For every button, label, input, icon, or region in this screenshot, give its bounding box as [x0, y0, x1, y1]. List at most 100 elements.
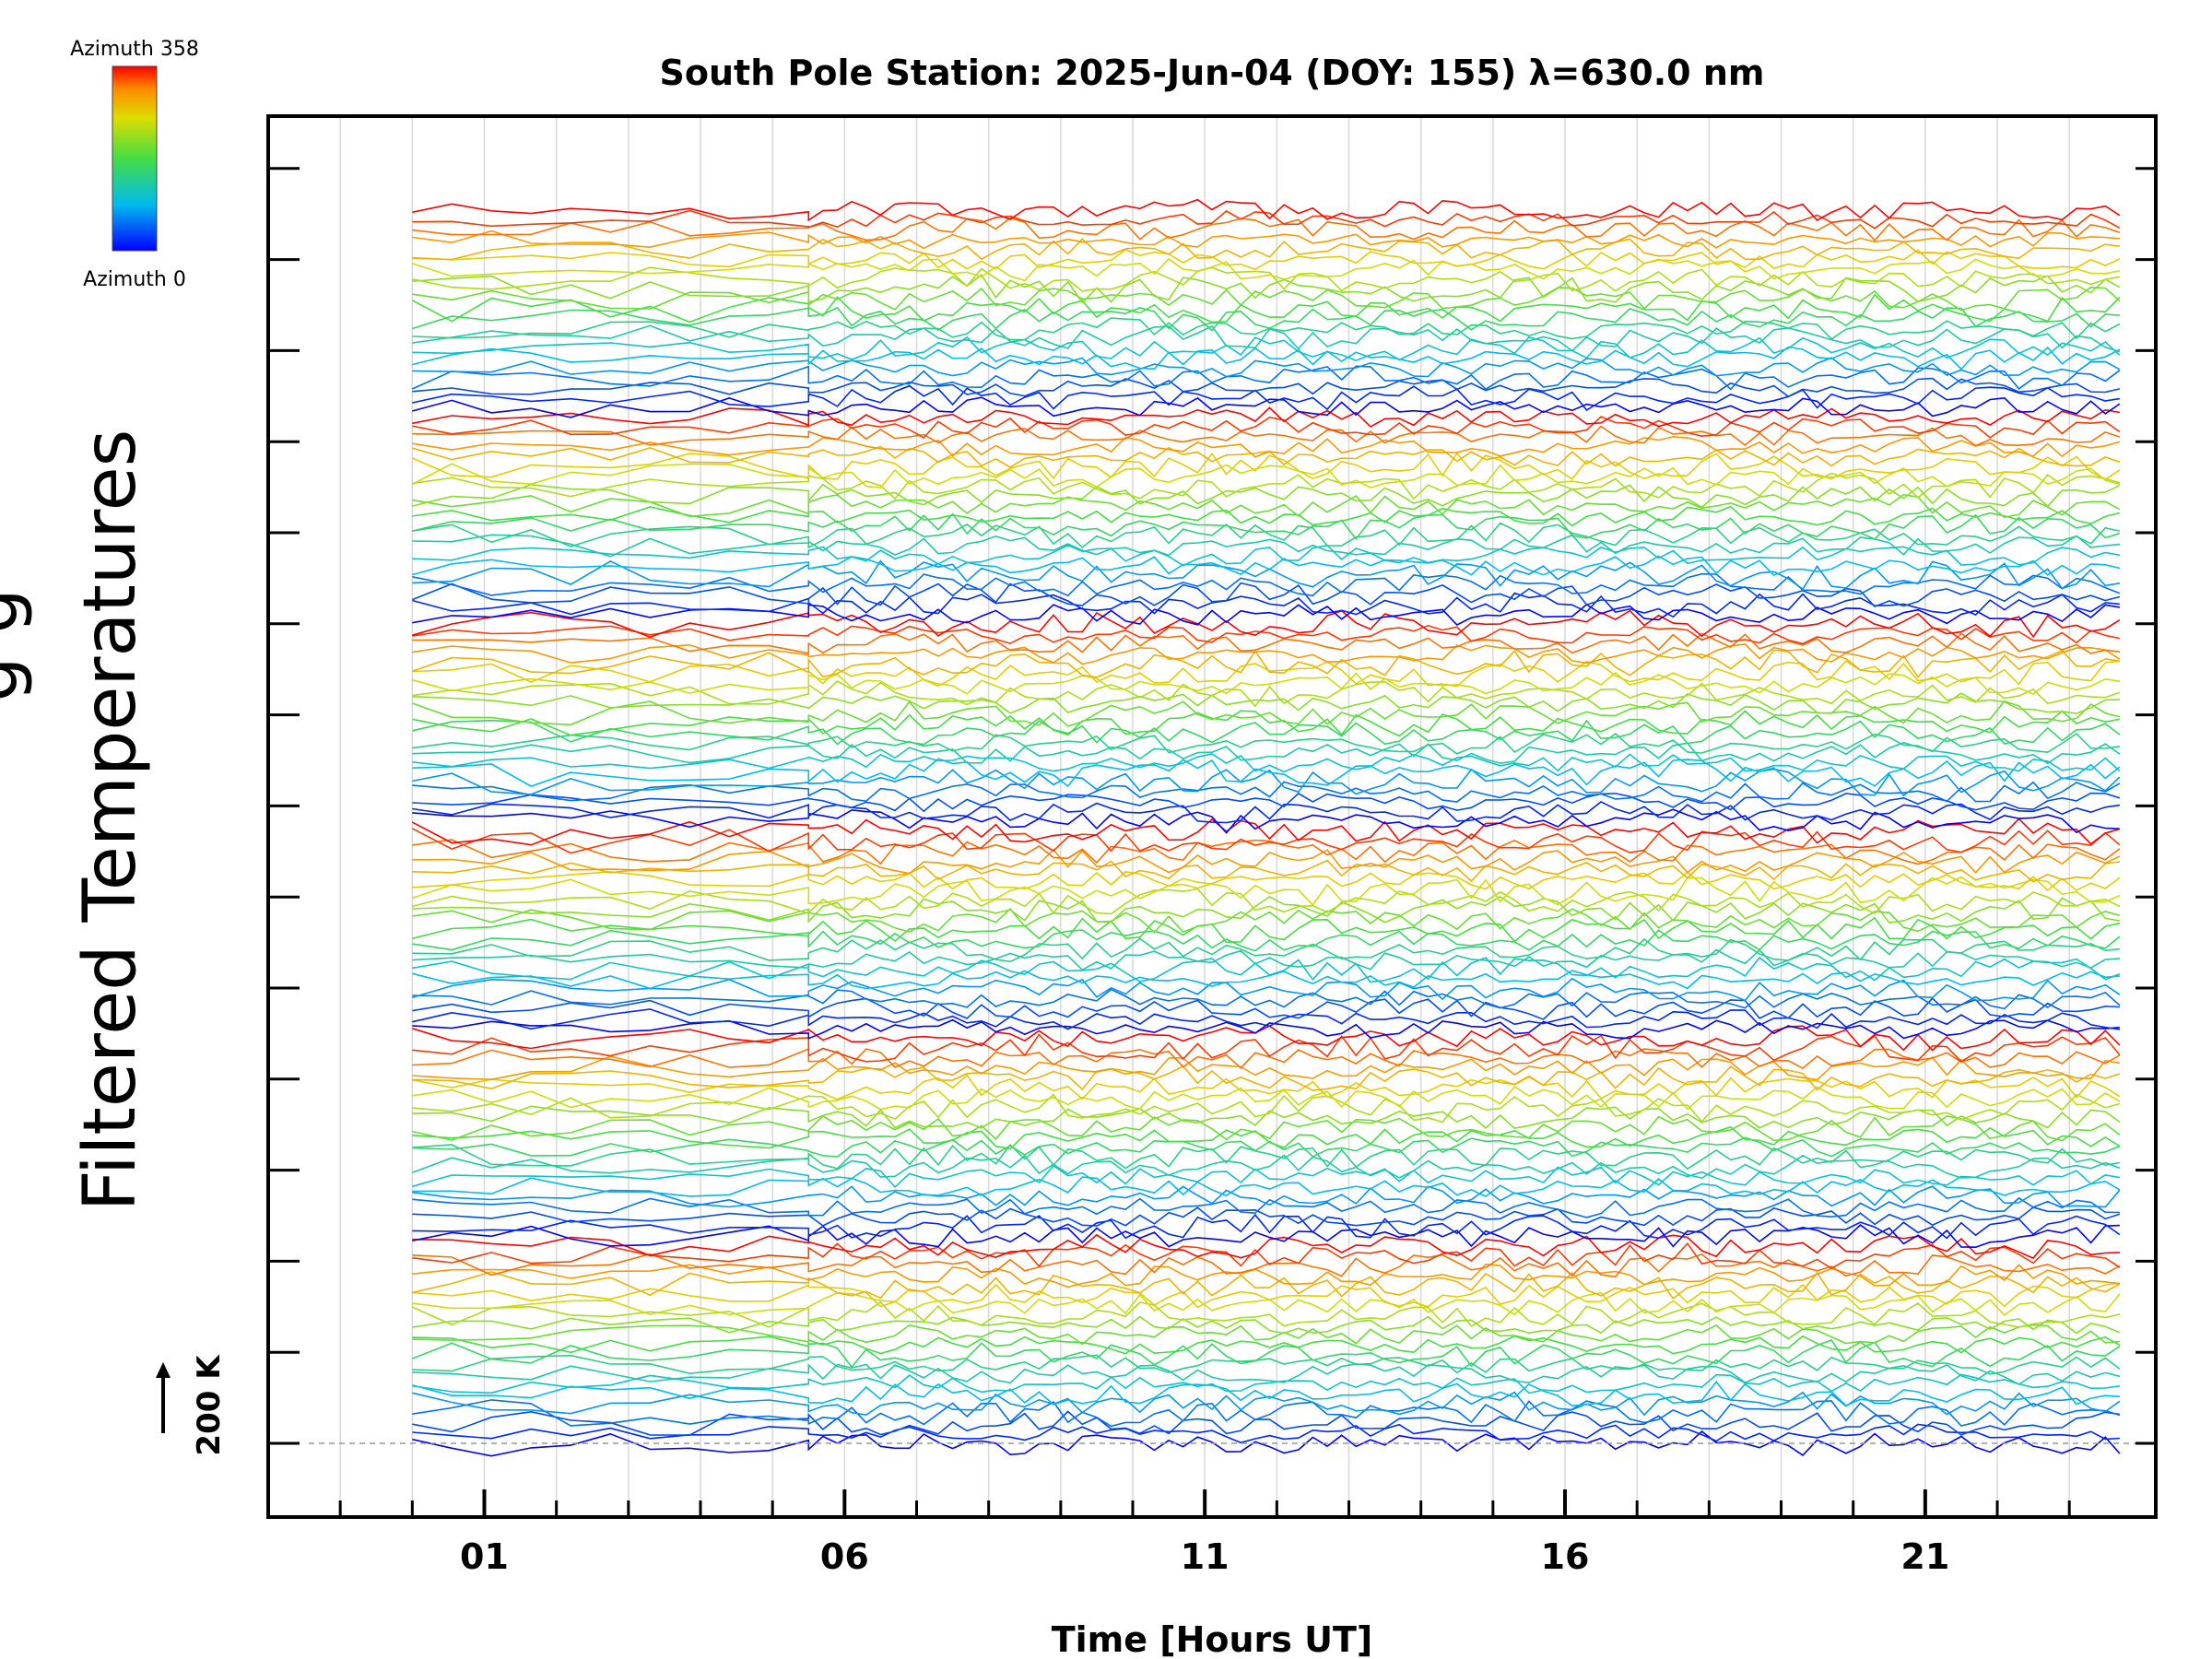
temperature-trace: [412, 209, 2121, 229]
temperature-trace: [412, 445, 2121, 468]
temperature-trace: [412, 624, 2121, 645]
temperature-trace: [412, 649, 2121, 678]
temperature-trace: [412, 1196, 2120, 1218]
temperature-trace: [412, 1206, 2121, 1227]
temperature-trace: [412, 977, 2121, 1002]
temperature-trace: [412, 700, 2121, 727]
temperature-trace: [412, 643, 2121, 665]
temperature-trace: [412, 534, 2120, 558]
x-tick-label: 06: [820, 1536, 869, 1577]
temperature-trace: [412, 1164, 2121, 1189]
scale-bar-label: 200 K: [191, 1354, 228, 1456]
temperature-trace: [412, 1241, 2121, 1270]
temperature-trace: [411, 1300, 2121, 1328]
temperature-trace: [412, 603, 2121, 626]
temperature-trace: [412, 1185, 2121, 1208]
temperature-trace: [412, 1114, 2121, 1142]
temperature-trace: [412, 229, 2120, 250]
temperature-trace: [412, 1399, 2121, 1428]
temperature-trace: [412, 1423, 2120, 1444]
temperature-trace: [412, 1381, 2120, 1407]
temperature-trace: [412, 1253, 2121, 1278]
temperature-trace: [412, 680, 2121, 708]
temperature-trace: [412, 1136, 2121, 1158]
temperature-trace: [412, 848, 2121, 875]
temperature-trace: [412, 781, 2121, 803]
x-tick-labels: 01 06 11 16 21: [460, 1536, 1949, 1577]
temperature-trace: [412, 1291, 2121, 1317]
temperature-trace: [412, 493, 2121, 519]
y-axis-label: Filtered Temperatures: [69, 429, 152, 1211]
trace-stack: [411, 198, 2121, 1457]
temperature-trace: [411, 365, 2121, 391]
temperature-trace: [412, 956, 2121, 983]
temperature-trace: [412, 1105, 2121, 1130]
temperature-trace: [412, 1018, 2120, 1040]
temperature-trace: [412, 1324, 2120, 1346]
temperature-trace: [412, 1363, 2121, 1385]
temperature-trace: [412, 217, 2121, 241]
temperature-trace: [412, 1093, 2121, 1124]
temperature-trace: [412, 582, 2121, 608]
temperature-trace: [412, 306, 2120, 332]
temperature-trace: [412, 198, 2121, 222]
temperature-trace: [412, 1125, 2121, 1150]
temperature-trace: [412, 1176, 2121, 1198]
temperature-trace: [412, 792, 2121, 813]
colorbar-top-label: Azimuth 358: [70, 38, 199, 61]
temperature-trace: [412, 1085, 2121, 1111]
temperature-trace: [412, 425, 2121, 447]
temperature-trace: [412, 346, 2121, 371]
temperature-trace: [412, 876, 2121, 907]
temperature-trace: [412, 505, 2121, 527]
temperature-trace: [412, 384, 2121, 411]
temperature-trace: [412, 1410, 2121, 1436]
temperature-trace: [412, 522, 2121, 549]
temperature-trace: [412, 544, 2121, 567]
temperature-trace: [412, 808, 2120, 834]
temperature-trace: [412, 758, 2121, 788]
temperature-trace: [412, 1354, 2121, 1375]
temperature-trace: [412, 859, 2121, 883]
temperature-trace: [412, 396, 2121, 418]
chart-title: South Pole Station: 2025-Jun-04 (DOY: 15…: [660, 53, 1765, 93]
x-tick-label: 21: [1900, 1536, 1949, 1577]
temperature-trace: [412, 1391, 2121, 1417]
temperature-trace: [412, 888, 2121, 915]
temperature-trace: [412, 377, 2121, 398]
temperature-trace: [412, 317, 2121, 341]
temperature-trace: [412, 895, 2121, 924]
temperature-trace: [412, 1008, 2121, 1030]
temperature-trace: [412, 512, 2121, 541]
temperature-trace: [412, 555, 2121, 577]
temperature-trace: [412, 753, 2121, 773]
temperature-trace: [412, 1373, 2121, 1394]
x-tick-label: 16: [1541, 1536, 1590, 1577]
x-tick-label: 11: [1181, 1536, 1230, 1577]
temperature-trace: [412, 1282, 2121, 1309]
temperature-trace: [412, 257, 2121, 282]
y-axis-label-secondary: g g: [0, 588, 34, 702]
colorbar-gradient: [112, 65, 158, 252]
temperature-trace: [412, 800, 2121, 824]
temperature-trace: [412, 248, 2121, 271]
temperature-trace: [412, 274, 2121, 304]
temperature-trace: [412, 916, 2121, 944]
temperature-trace: [412, 710, 2121, 737]
temperature-trace: [412, 871, 2121, 892]
temperature-trace: [412, 406, 2121, 428]
temperature-trace: [412, 1048, 2121, 1070]
temperature-trace: [412, 742, 2121, 765]
temperature-trace: [412, 335, 2121, 361]
temperature-trace: [412, 1154, 2121, 1180]
temperature-trace: [412, 1143, 2121, 1171]
temperature-trace: [412, 1055, 2121, 1081]
temperature-trace: [412, 632, 2120, 654]
temperature-trace: [412, 937, 2120, 963]
temperature-trace: [412, 719, 2121, 746]
temperature-trace: [412, 692, 2120, 715]
temperature-trace: [412, 768, 2121, 797]
temperature-trace: [412, 970, 2120, 990]
scale-bar-arrowhead: [156, 1362, 171, 1378]
